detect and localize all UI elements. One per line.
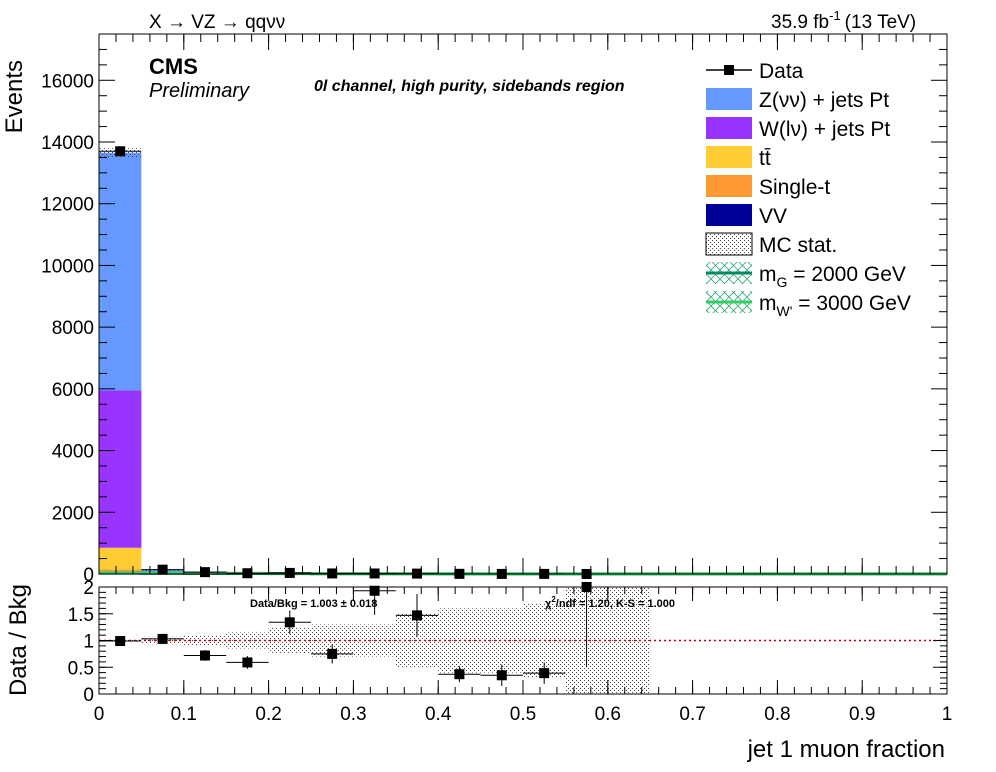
ratio-y-tick-label: 1.5 [68, 605, 94, 626]
legend-label: Single-t [759, 176, 830, 199]
ratio-point [115, 636, 126, 647]
ratio-point [200, 650, 210, 661]
x-tick-label: 0.6 [595, 704, 621, 725]
legend-label: VV [759, 205, 787, 228]
legend-label: mG = 2000 GeV [759, 263, 906, 290]
legend-label: mW' = 3000 GeV [759, 292, 911, 319]
y-axis-title-main: Events [1, 60, 28, 133]
ratio-point [284, 617, 295, 628]
x-tick-label: 0.3 [340, 704, 366, 725]
y-tick-label: 2000 [52, 503, 94, 524]
legend-label: MC stat. [759, 234, 837, 257]
x-tick-label: 0.9 [849, 704, 875, 725]
stack-bar-single_t [99, 569, 142, 573]
ratio-annotation: Data/Bkg = 1.003 ± 0.018 [250, 598, 377, 610]
legend-swatch-wlv [706, 117, 752, 139]
ratio-y-tick-label: 0 [83, 685, 94, 706]
ratio-point [496, 670, 507, 681]
x-axis-title: jet 1 muon fraction [747, 736, 945, 763]
y-tick-label: 10000 [41, 256, 94, 277]
x-tick-label: 1 [942, 704, 953, 725]
x-tick-label: 0.8 [764, 704, 790, 725]
legend-swatch-zvv [706, 88, 752, 110]
data-point [369, 568, 380, 579]
ratio-point [539, 668, 550, 679]
legend-label: Data [759, 60, 804, 83]
channel-label: 0l channel, high purity, sidebands regio… [314, 78, 625, 95]
ratio-y-tick-label: 1 [83, 632, 94, 653]
data-point [200, 567, 210, 578]
legend-swatch-vv [706, 204, 752, 226]
legend-swatch-mcstat [705, 232, 753, 256]
ratio-y-tick-label: 0.5 [68, 658, 94, 679]
ratio-point [327, 648, 338, 659]
legend-label: Z(νν) + jets Pt [759, 89, 889, 112]
y-axis-title-ratio: Data / Bkg [5, 584, 32, 696]
data-point [327, 568, 338, 579]
legend: Data Z(νν) + jets Pt W(lν) + jets Pt tt̄ Sin… [705, 60, 911, 319]
y-tick-label: 16000 [41, 71, 94, 92]
ratio-point [369, 585, 380, 596]
stack-bar-wlv [99, 390, 142, 548]
x-tick-label: 0.5 [510, 704, 536, 725]
stack-bar-ttbar [99, 547, 142, 570]
y-tick-label: 0 [83, 565, 94, 586]
preliminary-label: Preliminary [149, 80, 250, 102]
x-tick-label: 0.4 [425, 704, 452, 725]
y-tick-label: 14000 [41, 133, 94, 154]
data-point [157, 564, 168, 575]
ratio-uncertainty-band [480, 608, 523, 673]
cms-label: CMS [149, 54, 198, 79]
y-tick-label: 6000 [52, 380, 94, 401]
legend-swatch-ttbar [706, 146, 752, 168]
legend-swatch-single_t [706, 175, 752, 197]
legend-marker [724, 65, 734, 75]
ratio-point [454, 669, 465, 680]
ratio-panel: 0 0.5 1 1.5 2 0 0.1 0.2 0.3 0.4 0.5 0.6 0.7 0.8 0.9 1 [68, 578, 953, 725]
x-tick-label: 0 [94, 704, 105, 725]
ratio-uncertainty-band [226, 632, 269, 649]
process-label: X → VZ → qqνν [149, 12, 285, 33]
legend-label: W(lν) + jets Pt [759, 118, 890, 141]
ratio-y-tick-label: 2 [83, 578, 94, 599]
ratio-point [412, 610, 422, 621]
y-tick-label: 12000 [41, 195, 94, 216]
y-tick-label: 8000 [52, 318, 94, 339]
legend-label: tt̄ [759, 147, 771, 170]
x-tick-label: 0.2 [255, 704, 281, 725]
stack-bar-zvv [99, 152, 142, 391]
ratio-frame [98, 586, 948, 695]
x-tick-label: 0.7 [679, 704, 705, 725]
ratio-point [242, 657, 253, 668]
ratio-point [157, 633, 168, 644]
chi2-annotation: χ2/ndf = 1.20, K-S = 1.000 [545, 595, 675, 610]
data-point [242, 568, 253, 579]
y-tick-label: 4000 [52, 442, 94, 463]
lumi-label: 35.9 fb-1 (13 TeV) [771, 8, 916, 33]
main-frame [98, 33, 948, 575]
data-point [284, 567, 295, 578]
x-tick-label: 0.1 [171, 704, 197, 725]
data-point [115, 146, 126, 157]
